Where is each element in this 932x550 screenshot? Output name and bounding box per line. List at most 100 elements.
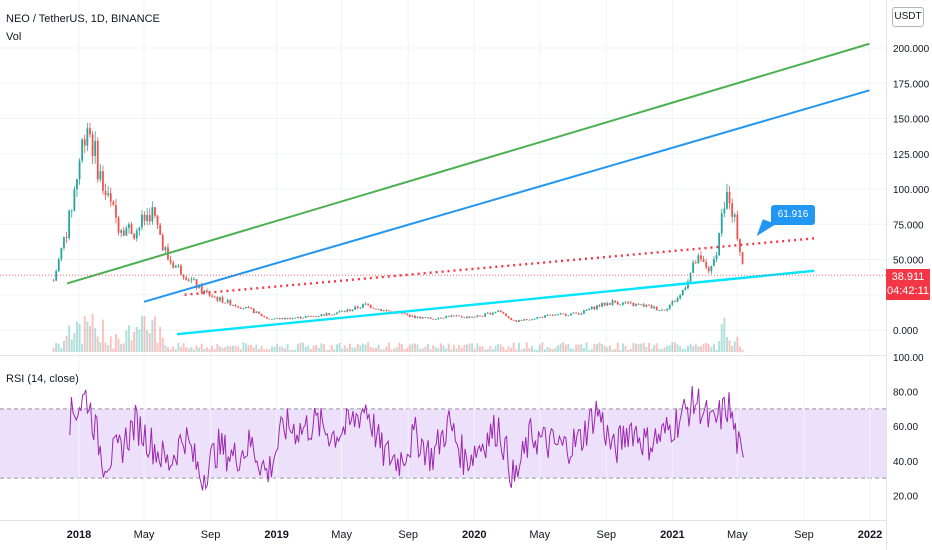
price-candle <box>546 314 549 316</box>
price-candle <box>159 224 162 235</box>
volume-bar <box>671 342 674 352</box>
price-candle <box>143 214 146 221</box>
price-candle <box>250 307 253 309</box>
price-candle <box>195 279 198 288</box>
price-candle <box>401 312 403 314</box>
price-candle <box>593 306 596 310</box>
price-candle <box>635 304 637 307</box>
price-candle <box>115 205 117 218</box>
volume-bar <box>647 342 650 352</box>
price-candle <box>489 312 492 315</box>
volume-bar <box>650 348 653 352</box>
price-candle <box>312 316 315 317</box>
rsi-line <box>69 385 744 491</box>
volume-bar <box>226 345 229 352</box>
price-candle <box>429 317 432 319</box>
volume-bar <box>247 345 250 352</box>
time-tick-label: Sep <box>398 529 418 541</box>
price-candle <box>567 315 570 317</box>
price-candle <box>731 203 734 217</box>
price-candle <box>268 318 271 320</box>
volume-bar <box>400 344 403 352</box>
price-candle <box>200 284 203 294</box>
price-candle <box>229 299 232 306</box>
volume-bar <box>728 340 731 352</box>
price-candle <box>541 316 544 318</box>
volume-bar <box>252 347 255 352</box>
volume-bar <box>707 343 710 352</box>
currency-button[interactable]: USDT <box>892 7 924 27</box>
price-candle <box>333 314 336 315</box>
volume-bar <box>156 342 159 352</box>
volume-bar <box>242 342 245 352</box>
volume-bar <box>268 349 271 352</box>
volume-bar <box>458 345 461 352</box>
volume-bar <box>385 346 388 352</box>
price-candle <box>73 189 76 211</box>
volume-bar <box>70 339 73 352</box>
volume-bar <box>109 336 112 352</box>
volume-bar <box>476 343 479 352</box>
price-candle <box>299 316 302 319</box>
price-candle <box>151 207 154 222</box>
volume-bar <box>452 344 455 352</box>
volume-bar <box>356 343 359 352</box>
volume-bar <box>556 345 559 352</box>
price-candle <box>676 298 679 302</box>
price-callout[interactable]: 61.916 <box>771 205 815 225</box>
price-candle <box>273 318 276 320</box>
price-tick-label: 175.000 <box>893 79 930 90</box>
time-tick-label: Sep <box>794 529 814 541</box>
volume-bar <box>107 345 110 352</box>
volume-bar <box>127 325 130 352</box>
volume-bar <box>125 330 128 352</box>
volume-bar <box>348 343 351 352</box>
volume-bar <box>481 346 484 352</box>
volume-bar <box>515 349 518 352</box>
price-candle <box>338 311 341 313</box>
volume-bar <box>528 348 531 352</box>
volume-bar <box>75 321 78 352</box>
volume-bar <box>507 346 510 352</box>
price-tick-label: 50.000 <box>893 256 924 267</box>
volume-bar <box>112 348 115 352</box>
price-candle <box>242 308 245 310</box>
volume-bar <box>705 342 708 352</box>
price-candle <box>455 315 458 317</box>
volume-bar <box>455 348 458 352</box>
volume-bar <box>439 343 442 352</box>
volume-bar <box>374 347 377 352</box>
volume-bar <box>447 343 450 352</box>
volume-bar <box>611 349 614 352</box>
price-candle <box>434 319 437 320</box>
price-candle <box>486 312 489 314</box>
volume-bar <box>296 343 299 352</box>
price-candle <box>437 317 440 320</box>
price-candle <box>70 210 73 212</box>
volume-bar <box>148 333 151 352</box>
volume-label: Vol <box>6 31 22 43</box>
volume-bar <box>590 349 593 352</box>
price-candle <box>234 305 237 307</box>
volume-bar <box>78 324 81 352</box>
last-price-tag: 38.911 04:42:11 <box>886 269 930 300</box>
volume-bar <box>393 348 396 352</box>
price-candle <box>323 314 325 316</box>
volume-bar <box>65 335 68 352</box>
price-candle <box>627 302 630 304</box>
volume-bar <box>525 342 528 352</box>
symbol-title: NEO / TetherUS, 1D, BINANCE <box>6 13 160 25</box>
time-tick-label: May <box>529 529 550 541</box>
volume-bar <box>710 347 713 352</box>
volume-bar <box>666 345 669 352</box>
volume-bar <box>530 345 533 352</box>
price-candle <box>81 139 84 161</box>
volume-bar <box>354 347 357 352</box>
price-candle <box>585 310 588 311</box>
price-candle <box>406 313 409 315</box>
rsi-tick-label: 40.00 <box>893 457 918 468</box>
volume-bar <box>221 348 224 352</box>
volume-bar <box>621 343 624 352</box>
rsi-tick-label: 20.00 <box>893 491 918 502</box>
